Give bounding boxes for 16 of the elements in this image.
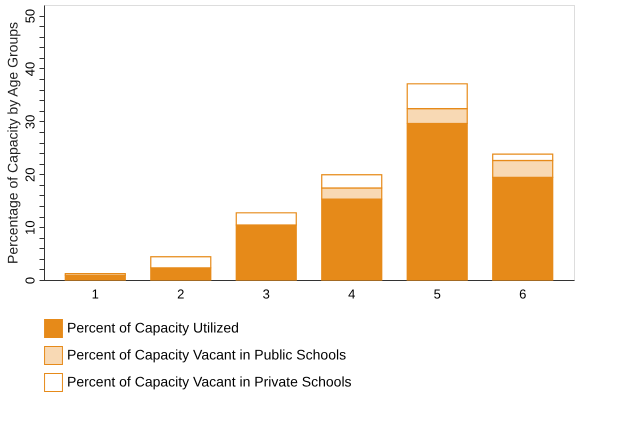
legend-label: Percent of Capacity Vacant in Private Schools [67, 374, 352, 390]
y-tick-label: 30 [22, 114, 38, 130]
y-tick-label: 10 [22, 220, 38, 235]
x-tick-label: 4 [348, 286, 356, 302]
legend-label: Percent of Capacity Vacant in Public Schools [67, 346, 346, 362]
y-axis-title: Percentage of Capacity by Age Groups [4, 22, 20, 264]
x-tick-label: 2 [177, 286, 184, 302]
legend-label: Percent of Capacity Utilized [67, 320, 239, 336]
y-tick-label: 20 [22, 167, 38, 182]
x-tick-label: 1 [92, 286, 99, 302]
x-tick-label: 6 [519, 286, 526, 302]
y-tick-label: 50 [22, 8, 38, 24]
x-tick-label: 5 [434, 286, 441, 302]
x-tick-label: 3 [262, 286, 270, 302]
y-tick-label: 40 [22, 62, 38, 76]
y-tick-label: 0 [22, 276, 38, 284]
